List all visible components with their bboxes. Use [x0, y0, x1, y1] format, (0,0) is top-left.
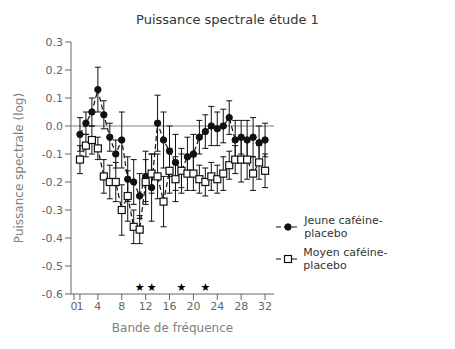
svg-text:4: 4 — [94, 300, 101, 313]
svg-text:-0.2: -0.2 — [42, 176, 63, 189]
svg-text:-0.3: -0.3 — [42, 204, 63, 217]
svg-text:0: 0 — [70, 299, 78, 313]
svg-text:20: 20 — [186, 300, 200, 313]
svg-text:-0.5: -0.5 — [42, 260, 63, 273]
html-text:Jeune caféine-placebo: Jeune caféine-placebo — [304, 214, 383, 240]
html-text:Moyen caféine-placebo: Moyen caféine-placebo — [303, 246, 388, 272]
svg-text:★: ★ — [177, 281, 187, 294]
svg-text:0.1: 0.1 — [46, 92, 64, 105]
svg-text:12: 12 — [139, 300, 153, 313]
html-text:Puissance spectrale étude 1: Puissance spectrale étude 1 — [136, 12, 319, 27]
svg-text:28: 28 — [234, 300, 248, 313]
svg-text:1: 1 — [76, 300, 83, 313]
svg-text:0.3: 0.3 — [46, 36, 64, 49]
svg-text:24: 24 — [210, 300, 224, 313]
svg-text:-0.1: -0.1 — [42, 148, 63, 161]
svg-text:-0.6: -0.6 — [42, 288, 63, 301]
svg-text:8: 8 — [118, 300, 125, 313]
svg-text:0.2: 0.2 — [46, 64, 64, 77]
svg-text:Bande de fréquence: Bande de fréquence — [112, 321, 233, 335]
svg-text:-0.4: -0.4 — [42, 232, 63, 245]
svg-text:16: 16 — [163, 300, 177, 313]
svg-text:Puissance spectrale (log): Puissance spectrale (log) — [12, 93, 26, 243]
svg-text:★: ★ — [135, 281, 145, 294]
svg-text:0.0: 0.0 — [46, 120, 64, 133]
svg-text:32: 32 — [258, 300, 272, 313]
svg-text:★: ★ — [200, 281, 210, 294]
svg-text:★: ★ — [147, 281, 157, 294]
